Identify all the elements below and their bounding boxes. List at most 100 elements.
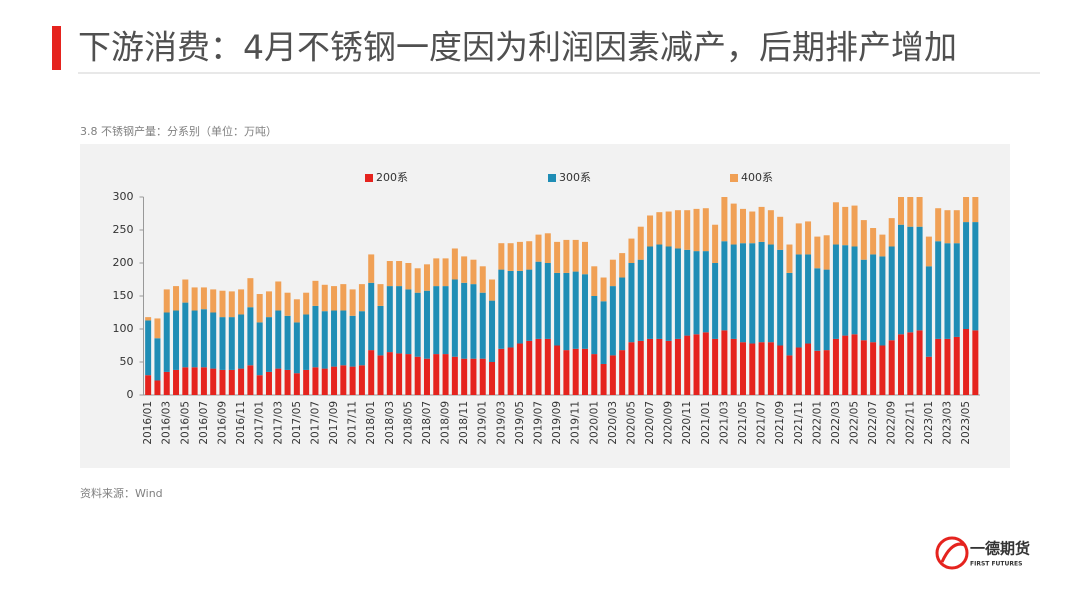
bar-segment — [823, 235, 830, 270]
x-tick-label: 2016/01 — [142, 401, 154, 445]
x-tick-label: 2020/03 — [607, 401, 619, 445]
bar-segment — [684, 210, 691, 250]
bar-segment — [860, 340, 867, 395]
bar-segment — [331, 286, 338, 311]
bar-segment — [247, 278, 254, 308]
bar-segment — [712, 338, 719, 395]
x-tick-label: 2022/01 — [811, 401, 823, 445]
bar-segment — [730, 203, 737, 245]
bar-segment — [805, 343, 812, 395]
bar-segment — [247, 307, 254, 366]
bar-segment — [795, 347, 802, 395]
x-tick-label: 2020/09 — [663, 401, 675, 445]
bar-segment — [805, 254, 812, 344]
bar-segment — [786, 272, 793, 356]
logo-icon — [935, 536, 969, 570]
bar-segment — [516, 270, 523, 344]
bar-segment — [145, 320, 152, 376]
bar-segment — [563, 239, 570, 273]
x-tick-label: 2022/11 — [904, 401, 916, 445]
bar-segment — [479, 266, 486, 293]
bar-segment — [498, 348, 505, 395]
bar-segment — [265, 317, 272, 372]
plot: 0 50 100 150 200 250 300 200系 300系 400系 2016/01 201… — [113, 171, 980, 445]
bar-segment — [712, 263, 719, 339]
bar-segment — [619, 277, 626, 351]
bar-segment — [163, 312, 170, 372]
bar-segment — [721, 241, 728, 331]
bar-segment — [879, 256, 886, 346]
bar-segment — [693, 208, 700, 252]
bar-segment — [572, 271, 579, 349]
bar-segment — [303, 369, 310, 395]
bar-segment — [284, 369, 291, 395]
bar-segment — [879, 234, 886, 257]
bar-segment — [702, 332, 709, 395]
bar-segment — [609, 355, 616, 395]
bar-segment — [200, 287, 207, 310]
bar-segment — [907, 197, 914, 227]
bar-segment — [972, 222, 979, 331]
bar-segment — [972, 330, 979, 395]
x-tick-label: 2021/09 — [774, 401, 786, 445]
bar-segment — [721, 330, 728, 395]
bar-segment — [470, 284, 477, 359]
bar-segment — [340, 284, 347, 311]
x-tick-label: 2018/09 — [440, 401, 452, 445]
bar-segment — [312, 305, 319, 368]
bar-segment — [786, 355, 793, 395]
bar-segment — [647, 215, 654, 247]
bar-segment — [461, 256, 468, 283]
bar-segment — [210, 368, 217, 395]
bar-segment — [405, 289, 412, 355]
bar-segment — [916, 197, 923, 227]
bar-segment — [182, 302, 189, 368]
bar-segment — [451, 279, 458, 357]
bar-segment — [628, 342, 635, 395]
bar-segment — [386, 352, 393, 395]
bar-segment — [256, 294, 263, 323]
bar-segment — [293, 299, 300, 323]
x-tick-label: 2021/01 — [700, 401, 712, 445]
bar-segment — [758, 342, 765, 395]
bar-segment — [907, 226, 914, 333]
bar-segment — [284, 315, 291, 370]
bar-segment — [414, 292, 421, 357]
x-tick-label: 2023/05 — [960, 401, 972, 445]
bar-segment — [145, 375, 152, 395]
x-tick-label: 2020/07 — [644, 401, 656, 445]
bar-segment — [721, 197, 728, 242]
bar-segment — [730, 338, 737, 395]
bar-segment — [451, 356, 458, 395]
bar-segment — [507, 347, 514, 395]
bar-segment — [321, 284, 328, 312]
bar-segment — [228, 369, 235, 395]
bar-segment — [581, 348, 588, 395]
bar-segment — [544, 233, 551, 263]
bar-segment — [265, 371, 272, 395]
bar-segment — [591, 266, 598, 296]
chart-subtitle: 3.8 不锈钢产量：分系别（单位：万吨） — [80, 124, 277, 138]
bar-segment — [777, 249, 784, 346]
bar-segment — [414, 268, 421, 293]
y-tick-label: 150 — [113, 289, 134, 302]
x-tick-label: 2021/05 — [737, 401, 749, 445]
bar-segment — [210, 289, 217, 313]
legend-label: 200系 — [376, 171, 408, 184]
bar-segment — [581, 241, 588, 275]
bar-segment — [795, 254, 802, 348]
bar-segment — [935, 338, 942, 395]
bar-segment — [275, 310, 282, 369]
x-tick-label: 2017/03 — [272, 401, 284, 445]
bar-segment — [693, 334, 700, 395]
bar-segment — [312, 367, 319, 395]
bar-segment — [423, 358, 430, 395]
bar-segment — [219, 369, 226, 395]
slide-title: 下游消费：4月不锈钢一度因为利润因素减产，后期排产增加 — [78, 28, 957, 67]
bar-segment — [665, 211, 672, 247]
bar-segment — [953, 336, 960, 395]
bar-segment — [368, 254, 375, 283]
x-tick-label: 2017/07 — [309, 401, 321, 445]
bar-segment — [684, 249, 691, 336]
bar-segment — [154, 380, 161, 395]
